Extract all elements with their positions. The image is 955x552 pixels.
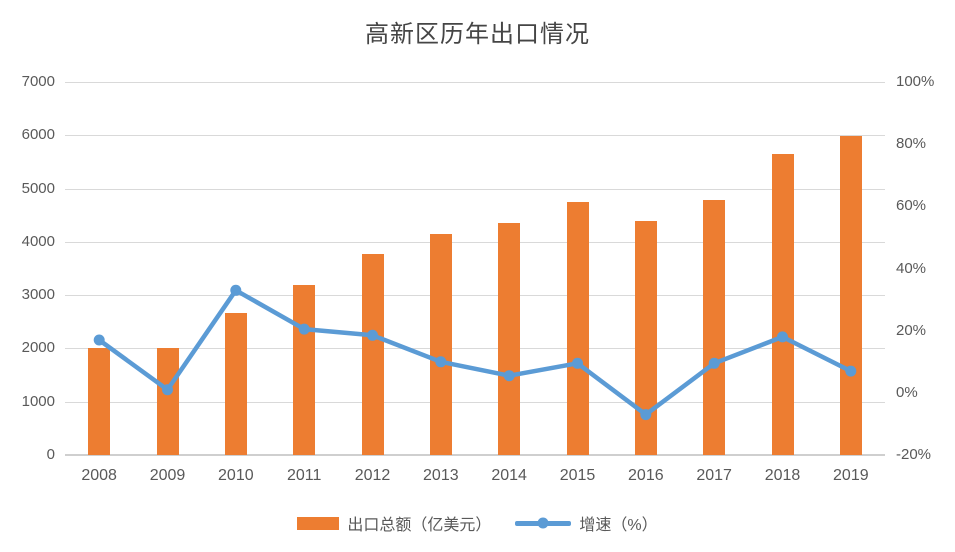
bar-2010 bbox=[224, 313, 247, 455]
x-axis-tick: 2012 bbox=[354, 467, 391, 484]
left-axis-tick: 7000 bbox=[21, 73, 55, 90]
left-axis-tick: 2000 bbox=[21, 339, 55, 357]
x-axis-tick: 2011 bbox=[286, 467, 322, 484]
left-axis-tick: 1000 bbox=[21, 392, 55, 410]
gridline bbox=[65, 348, 885, 350]
growth-line-layer bbox=[93, 284, 857, 421]
x-axis-tick: 2016 bbox=[628, 467, 664, 484]
line-marker-2011 bbox=[298, 323, 310, 335]
right-axis-tick: -20% bbox=[896, 446, 932, 463]
x-axis-tick: 2017 bbox=[696, 467, 732, 484]
right-axis-tick: 100% bbox=[896, 73, 935, 90]
x-axis-line bbox=[65, 454, 885, 456]
legend-item-growth: 增速（%） bbox=[515, 511, 658, 535]
bar-2019 bbox=[839, 135, 862, 455]
gridline bbox=[65, 82, 885, 83]
legend-label-exports: 出口总额（亿美元） bbox=[347, 517, 492, 534]
bar-2017 bbox=[703, 199, 726, 455]
right-axis-tick: 60% bbox=[896, 197, 927, 215]
line-marker-2014 bbox=[503, 370, 515, 382]
plot-area bbox=[65, 82, 885, 456]
left-axis-tick: 3000 bbox=[21, 286, 55, 304]
x-axis-tick: 2009 bbox=[149, 467, 186, 484]
gridline bbox=[65, 295, 885, 297]
left-axis-tick: 4000 bbox=[21, 232, 55, 250]
bar-2012 bbox=[361, 253, 384, 455]
line-marker-2019 bbox=[845, 365, 857, 377]
line-marker-icon bbox=[537, 517, 549, 529]
growth-line bbox=[96, 288, 854, 417]
left-axis-tick: 6000 bbox=[21, 126, 55, 144]
legend-label-growth: 增速（%） bbox=[579, 517, 658, 534]
line-marker-2018 bbox=[777, 331, 788, 343]
bar-2008 bbox=[88, 348, 111, 455]
line-marker-2016 bbox=[640, 409, 652, 421]
x-axis-tick: 2008 bbox=[81, 467, 117, 484]
left-axis-tick: 5000 bbox=[21, 179, 55, 197]
line-series-swatch-icon bbox=[515, 517, 572, 529]
bar-series-swatch-icon bbox=[297, 516, 340, 530]
legend-item-exports: 出口总额（亿美元） bbox=[297, 511, 491, 535]
x-axis-tick: 2013 bbox=[423, 467, 459, 484]
line-marker-2012 bbox=[367, 329, 378, 341]
gridline bbox=[65, 188, 885, 190]
x-axis-tick: 2014 bbox=[491, 467, 527, 484]
line-marker-2008 bbox=[93, 334, 105, 346]
line-marker-2017 bbox=[708, 357, 720, 369]
bar-2014 bbox=[498, 223, 521, 455]
line-marker-2015 bbox=[572, 357, 583, 369]
x-axis-tick: 2010 bbox=[218, 467, 254, 484]
gridline bbox=[65, 401, 885, 403]
right-axis-tick: 80% bbox=[896, 135, 927, 153]
chart-title: 高新区历年出口情况 bbox=[365, 20, 590, 48]
right-axis-tick: 40% bbox=[896, 259, 927, 277]
right-axis-tick: 0% bbox=[896, 383, 918, 401]
x-axis-tick: 2019 bbox=[833, 467, 869, 484]
legend: 出口总额（亿美元） 增速（%） bbox=[0, 511, 955, 535]
line-marker-2009 bbox=[162, 384, 173, 396]
gridline bbox=[65, 135, 885, 137]
x-axis-tick: 2015 bbox=[559, 467, 596, 484]
bar-2013 bbox=[429, 233, 452, 455]
bar-2018 bbox=[771, 153, 794, 455]
gridline bbox=[65, 241, 885, 243]
line-marker-2013 bbox=[435, 356, 447, 368]
bar-2015 bbox=[566, 202, 589, 455]
left-axis-tick: 0 bbox=[46, 446, 55, 463]
right-axis-tick: 20% bbox=[896, 321, 927, 339]
x-axis-tick: 2018 bbox=[764, 467, 801, 484]
bar-2009 bbox=[156, 348, 179, 455]
line-marker-2010 bbox=[230, 284, 242, 296]
bar-2016 bbox=[634, 220, 657, 455]
